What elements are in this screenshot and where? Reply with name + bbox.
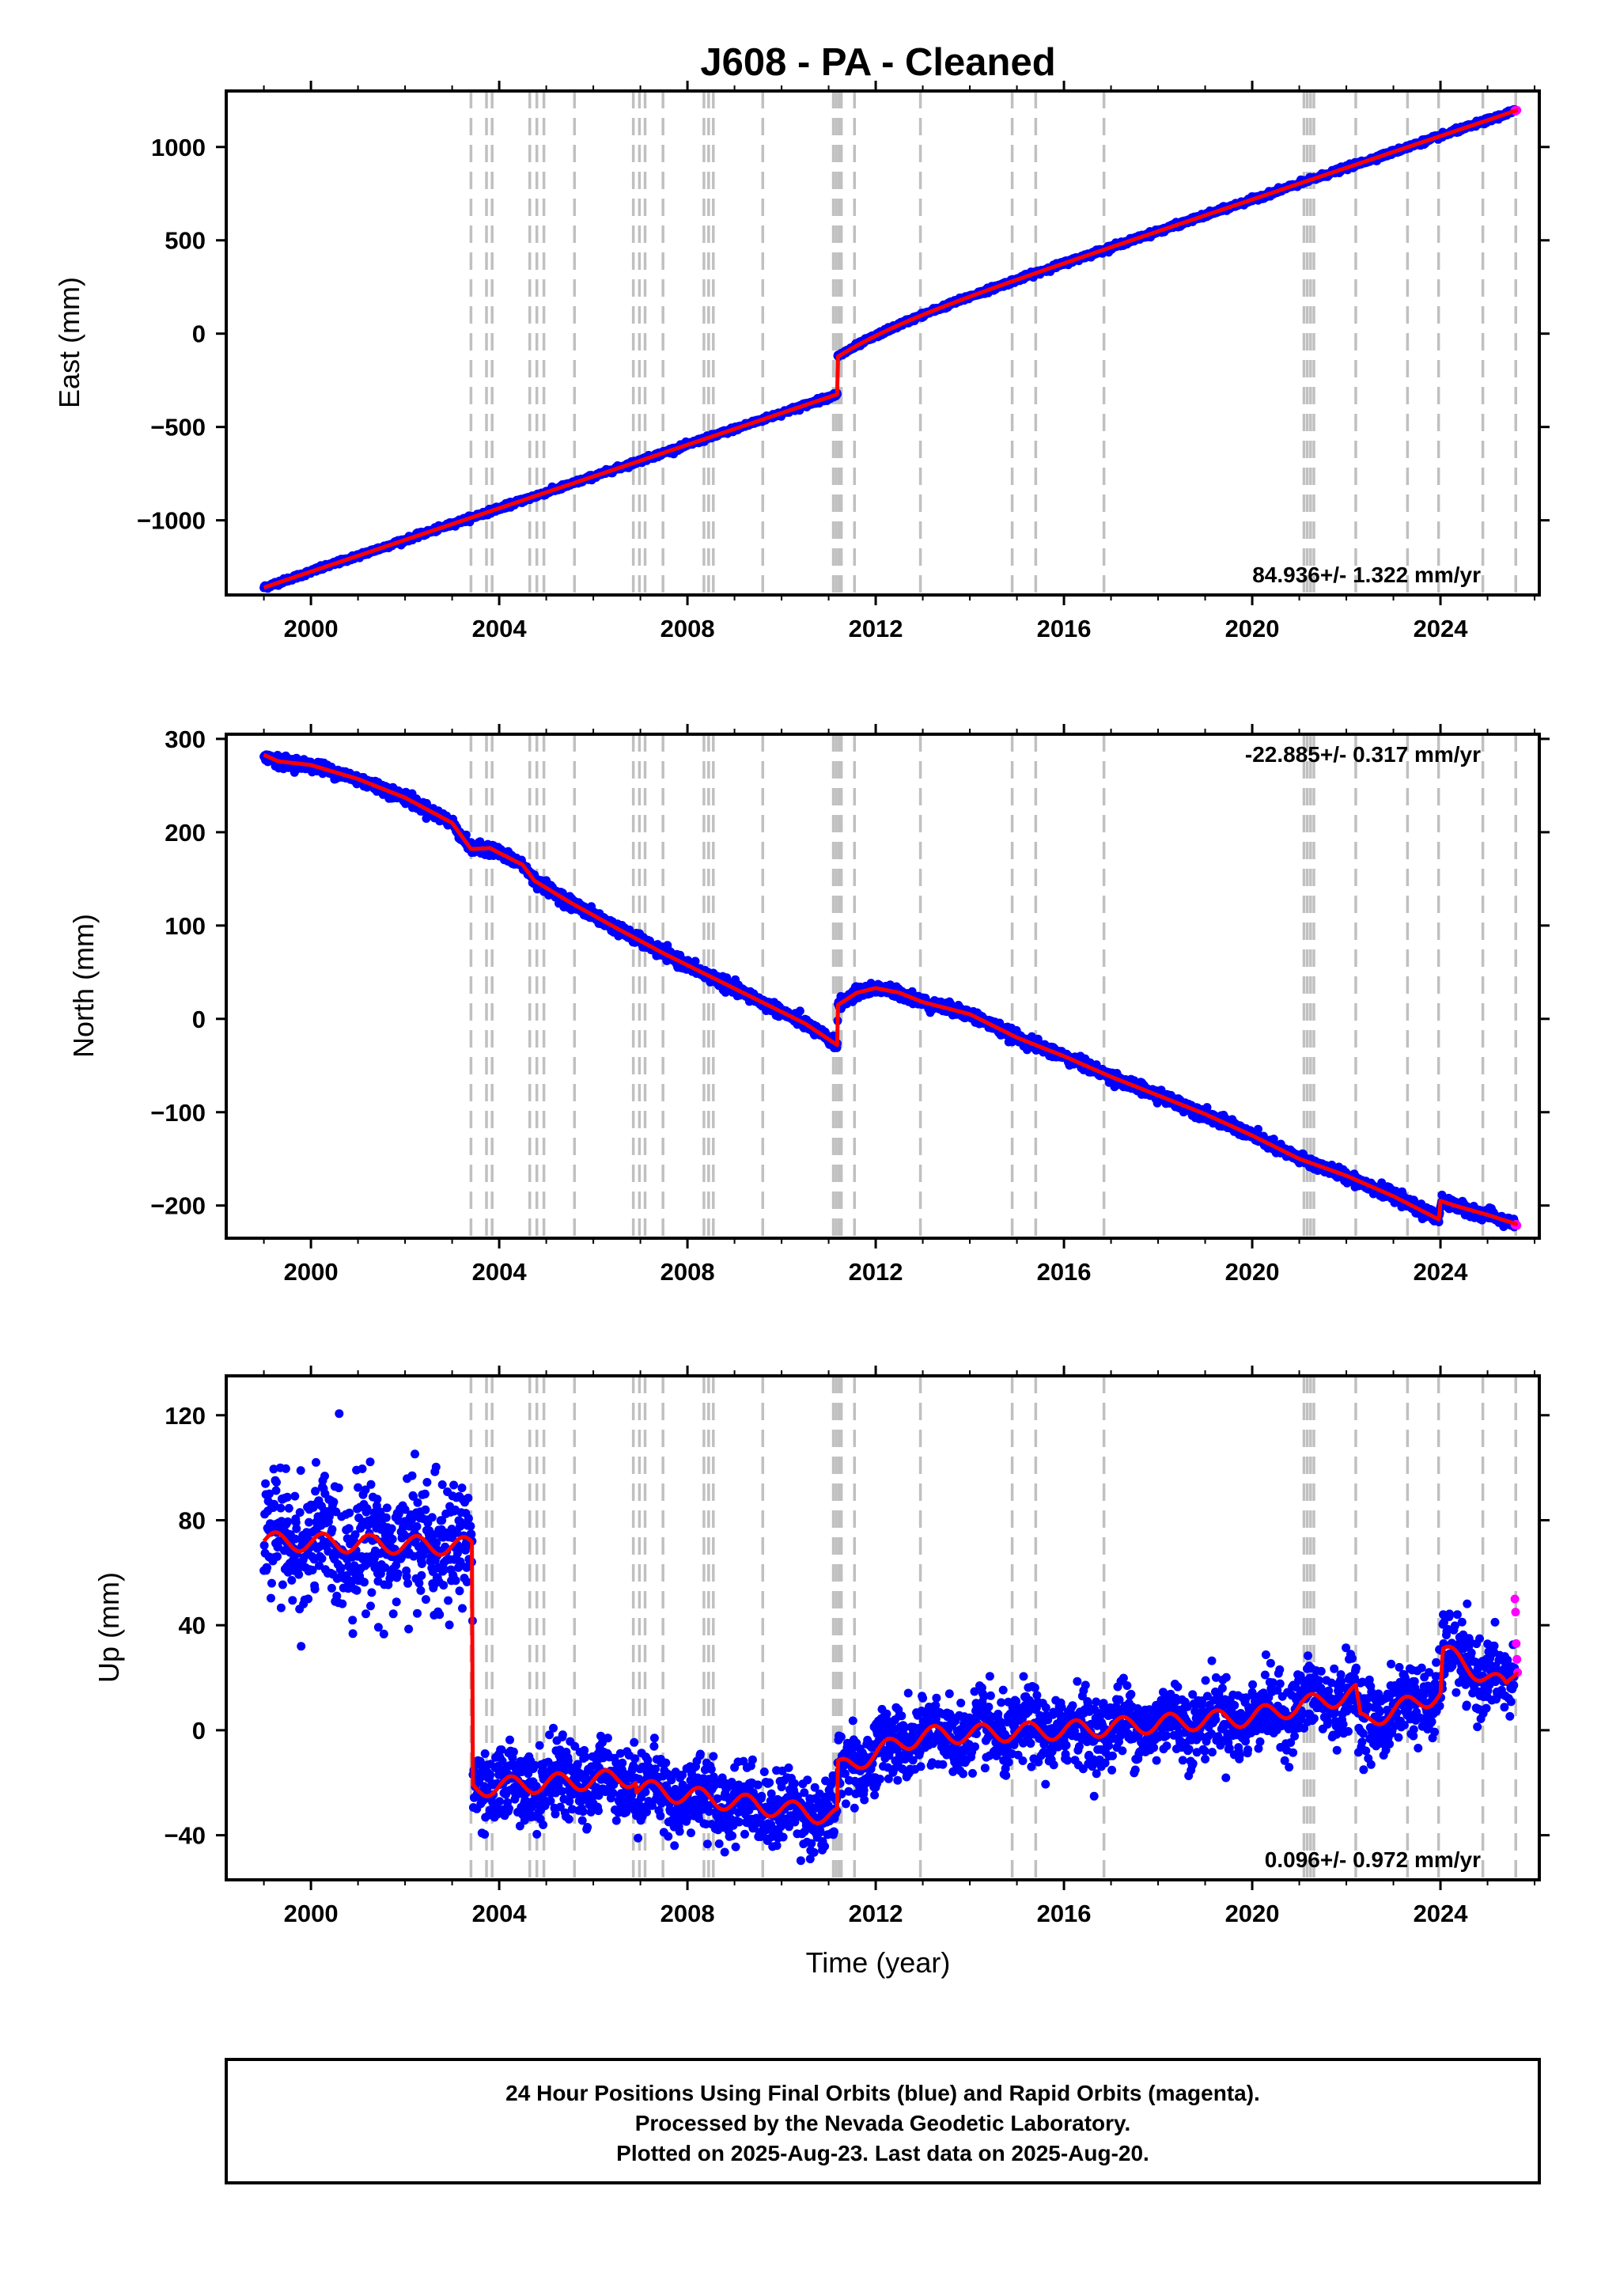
- east-y-tick-label: −1000: [137, 507, 206, 535]
- east-x-tick-label: 2024: [1414, 615, 1469, 642]
- east-x-tick-label: 2016: [1037, 615, 1092, 642]
- page-title: J608 - PA - Cleaned: [700, 41, 1055, 84]
- east-y-tick-label: 500: [165, 227, 206, 255]
- north-final-point: [795, 1006, 804, 1016]
- east-event-lines: [469, 91, 1518, 595]
- east-x-tick-label: 2000: [284, 615, 339, 642]
- east-y-axis-label: East (mm): [53, 277, 85, 408]
- east-x-tick-label: 2004: [472, 615, 528, 642]
- east-x-tick-label: 2008: [660, 615, 715, 642]
- east-x-tick-label: 2020: [1225, 615, 1280, 642]
- east-rate-label: 84.936+/- 1.322 mm/yr: [1252, 563, 1481, 587]
- east-panel: 2000 2004 2008 2012 2016 2020 2024 −1000 −500 0 50…: [53, 81, 1550, 642]
- east-y-tick-label: 1000: [151, 134, 206, 161]
- east-y-tick-label: −500: [150, 414, 206, 441]
- east-y-tick-label: 0: [192, 320, 206, 348]
- east-x-tick-label: 2012: [849, 615, 903, 642]
